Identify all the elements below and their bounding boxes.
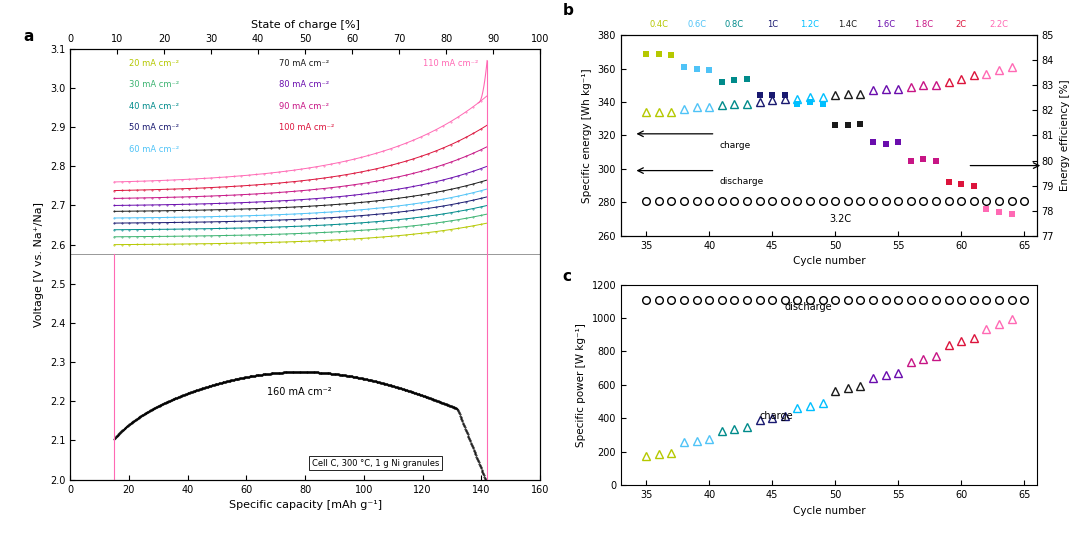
Text: 1.6C: 1.6C (876, 20, 895, 29)
Text: charge: charge (719, 140, 751, 150)
X-axis label: Cycle number: Cycle number (793, 506, 865, 515)
X-axis label: Specific capacity [mAh g⁻¹]: Specific capacity [mAh g⁻¹] (229, 500, 381, 510)
Text: 3.2C: 3.2C (829, 215, 851, 224)
Text: 80 mA cm⁻²: 80 mA cm⁻² (279, 80, 328, 89)
Text: 20 mA cm⁻²: 20 mA cm⁻² (129, 59, 179, 68)
Text: 2C: 2C (956, 20, 967, 29)
Text: charge: charge (759, 411, 793, 421)
Text: 110 mA cm⁻²: 110 mA cm⁻² (422, 59, 477, 68)
Text: b: b (563, 3, 573, 18)
Y-axis label: Energy efficiency [%]: Energy efficiency [%] (1059, 80, 1069, 191)
Y-axis label: Specific energy [Wh kg⁻¹]: Specific energy [Wh kg⁻¹] (582, 68, 592, 203)
Text: Cell C, 300 °C, 1 g Ni granules: Cell C, 300 °C, 1 g Ni granules (312, 459, 440, 468)
Text: discharge: discharge (785, 301, 833, 312)
Text: a: a (24, 29, 33, 44)
Text: 1.8C: 1.8C (914, 20, 933, 29)
Text: 1C: 1C (767, 20, 778, 29)
Text: 1.4C: 1.4C (838, 20, 858, 29)
Text: 2.2C: 2.2C (989, 20, 1009, 29)
Text: 1.2C: 1.2C (800, 20, 820, 29)
Text: 90 mA cm⁻²: 90 mA cm⁻² (279, 102, 328, 111)
X-axis label: Cycle number: Cycle number (793, 256, 865, 266)
Text: 30 mA cm⁻²: 30 mA cm⁻² (129, 80, 179, 89)
Text: 0.6C: 0.6C (687, 20, 706, 29)
Text: 0.4C: 0.4C (649, 20, 669, 29)
Y-axis label: Specific power [W kg⁻¹]: Specific power [W kg⁻¹] (576, 323, 586, 447)
Text: 0.8C: 0.8C (725, 20, 744, 29)
X-axis label: State of charge [%]: State of charge [%] (251, 21, 360, 30)
Y-axis label: Voltage [V vs. Na⁺/Na]: Voltage [V vs. Na⁺/Na] (35, 202, 44, 327)
Text: discharge: discharge (719, 177, 764, 186)
Text: c: c (563, 268, 571, 283)
Text: 60 mA cm⁻²: 60 mA cm⁻² (129, 145, 179, 154)
Text: 70 mA cm⁻²: 70 mA cm⁻² (279, 59, 328, 68)
Text: 50 mA cm⁻²: 50 mA cm⁻² (129, 123, 179, 132)
Text: 40 mA cm⁻²: 40 mA cm⁻² (129, 102, 179, 111)
Text: 100 mA cm⁻²: 100 mA cm⁻² (279, 123, 334, 132)
Text: 160 mA cm⁻²: 160 mA cm⁻² (267, 388, 332, 397)
